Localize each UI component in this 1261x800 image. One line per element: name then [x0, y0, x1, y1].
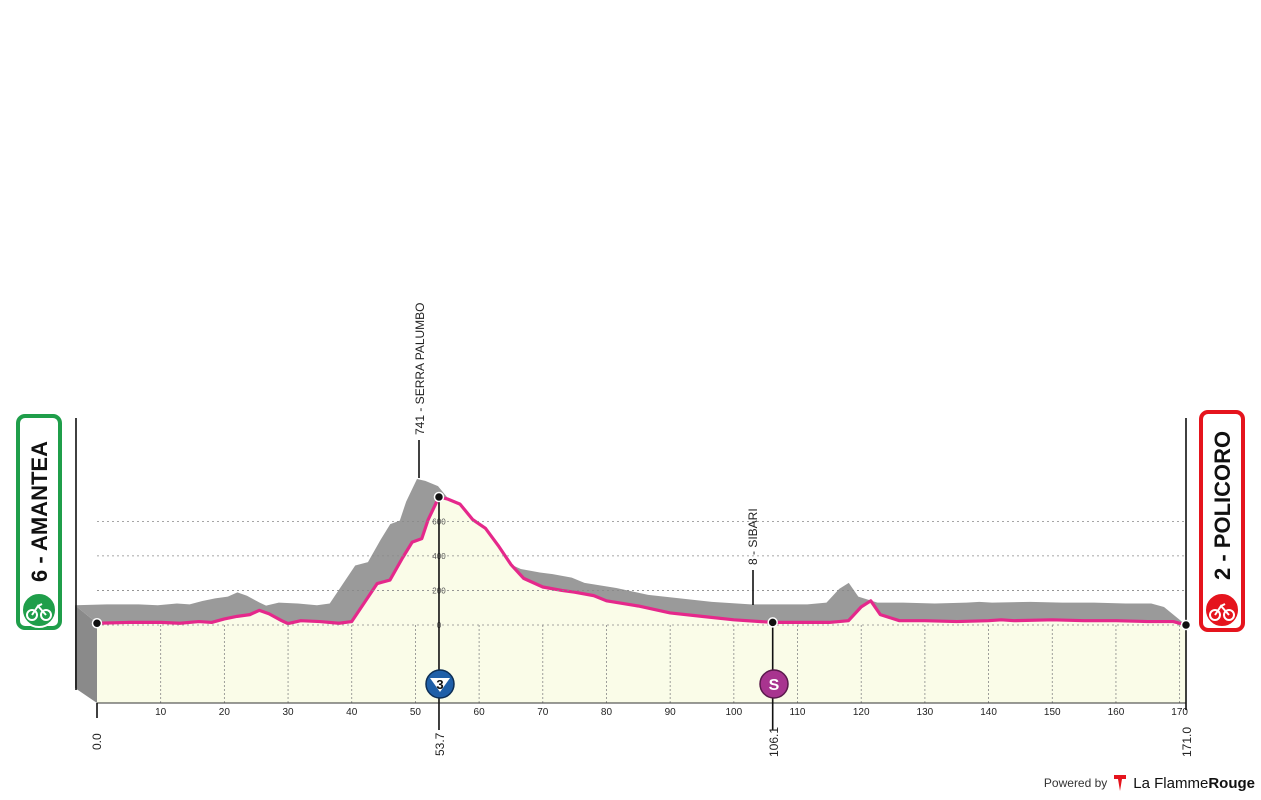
x-tick-label: 50 — [410, 707, 422, 718]
stage-profile-chart: 10 20 30 40 50 60 70 80 90 100 110 120 130 140 150 160 1… — [16, 303, 1245, 757]
powered-by-text: Powered by — [1043, 776, 1108, 790]
chart-grid — [97, 625, 1186, 704]
cyclist-icon — [21, 592, 57, 628]
x-tick-label: 20 — [219, 707, 231, 718]
climb-summit-dot — [433, 491, 445, 503]
x-tick-label: 170 — [1171, 707, 1188, 718]
profile-side-band — [75, 605, 97, 703]
x-tick-label: 160 — [1108, 707, 1125, 718]
finish-km-label: 171.0 — [1180, 727, 1194, 757]
profile-top-band — [75, 479, 1186, 625]
footer: Powered by La FlammeRouge — [1044, 774, 1255, 792]
finish-bike-icon — [1209, 603, 1235, 621]
sprint-km-label: 106.1 — [767, 727, 781, 757]
climb-category: 3 — [436, 677, 443, 692]
finish-cyclist-icon — [1204, 592, 1240, 628]
finish-label: 2 - POLICORO — [1210, 431, 1235, 580]
x-tick-label: 100 — [725, 707, 742, 718]
start-label: 6 - AMANTEA — [27, 441, 52, 582]
x-tick-label: 60 — [474, 707, 486, 718]
sprint-badge: S — [759, 669, 789, 699]
x-tick-label: 40 — [346, 707, 358, 718]
x-axis-ticks: 10 20 30 40 50 60 70 80 90 100 110 120 130 140 150 160 1… — [155, 707, 1188, 718]
profile-area-fill — [97, 497, 1186, 703]
x-tick-label: 130 — [917, 707, 934, 718]
sprint-name-label: 8 - SIBARI — [746, 508, 760, 565]
x-tick-label: 70 — [537, 707, 549, 718]
bike-icon — [26, 603, 52, 621]
climb-km-label: 53.7 — [433, 732, 447, 756]
profile-line — [96, 495, 1187, 627]
sprint-dot — [767, 617, 778, 628]
brand-bold: Rouge — [1208, 774, 1255, 792]
x-tick-label: 150 — [1044, 707, 1061, 718]
start-dot — [91, 618, 103, 629]
start-km-label: 0.0 — [90, 733, 104, 750]
brand-name: La FlammeRouge — [1133, 775, 1255, 792]
finish-dot — [1180, 619, 1192, 631]
finish-sign: 2 - POLICORO — [1199, 410, 1245, 632]
x-tick-label: 80 — [601, 707, 613, 718]
x-tick-label: 30 — [282, 707, 294, 718]
flame-logo-icon — [1114, 775, 1127, 791]
x-tick-label: 10 — [155, 707, 167, 718]
x-tick-label: 90 — [665, 707, 677, 718]
sprint-symbol: S — [769, 677, 780, 694]
climb-category-badge: 3 — [425, 669, 455, 699]
brand-light: La Flamme — [1133, 774, 1209, 792]
start-sign: 6 - AMANTEA — [16, 414, 62, 630]
x-tick-label: 140 — [980, 707, 997, 718]
x-tick-label: 110 — [790, 707, 806, 718]
climb-name-label: 741 - SERRA PALUMBO — [413, 303, 427, 436]
markers — [75, 418, 1192, 730]
x-tick-label: 120 — [853, 707, 870, 718]
